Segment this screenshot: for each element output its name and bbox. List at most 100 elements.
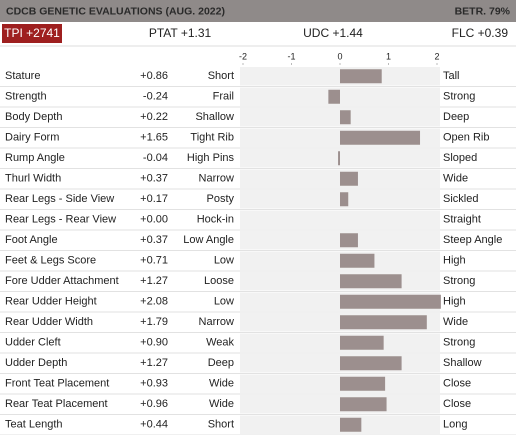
value-label: +0.17 <box>140 193 168 205</box>
value-label: +0.37 <box>140 234 168 246</box>
high-label: Close <box>443 398 471 410</box>
value-label: +1.27 <box>140 357 168 369</box>
high-label: Deep <box>443 111 469 123</box>
trait-name: Front Teat Placement <box>5 378 109 390</box>
index-ptat: PTAT +1.31 <box>149 26 212 40</box>
trait-name: Feet & Legs Score <box>5 255 96 267</box>
trait-name: Rear Udder Width <box>5 316 93 328</box>
x-tick-label: 1 <box>386 51 391 61</box>
low-label: Short <box>208 419 234 431</box>
value-label: +2.08 <box>140 296 168 308</box>
bar <box>340 397 387 412</box>
high-label: High <box>443 255 466 267</box>
trait-name: Rear Legs - Rear View <box>5 214 116 226</box>
high-label: Shallow <box>443 357 482 369</box>
high-label: Long <box>443 419 467 431</box>
bar <box>338 151 340 166</box>
value-label: +0.93 <box>140 378 168 390</box>
value-label: -0.24 <box>143 91 168 103</box>
low-label: Frail <box>213 91 234 103</box>
value-label: +1.65 <box>140 132 168 144</box>
trait-name: Dairy Form <box>5 132 59 144</box>
x-tick-label: -2 <box>239 51 247 61</box>
low-label: High Pins <box>187 152 235 164</box>
low-label: Tight Rib <box>190 132 234 144</box>
value-label: +0.37 <box>140 173 168 185</box>
value-label: +0.90 <box>140 337 168 349</box>
bar <box>340 233 358 248</box>
trait-name: Stature <box>5 70 40 82</box>
value-label: +0.86 <box>140 70 168 82</box>
bar <box>340 171 358 186</box>
trait-name: Teat Length <box>5 419 63 431</box>
header-bar <box>0 0 516 22</box>
bar <box>340 253 375 268</box>
bar <box>340 417 362 432</box>
value-label: +0.22 <box>140 111 168 123</box>
low-label: Hock-in <box>197 214 234 226</box>
trait-name: Foot Angle <box>5 234 58 246</box>
trait-name: Body Depth <box>5 111 62 123</box>
tpi-box <box>2 24 62 43</box>
low-label: Low Angle <box>183 234 234 246</box>
trait-name: Fore Udder Attachment <box>5 275 119 287</box>
high-label: Wide <box>443 316 468 328</box>
high-label: Straight <box>443 214 481 226</box>
high-label: Close <box>443 378 471 390</box>
value-label: +0.96 <box>140 398 168 410</box>
bar <box>340 110 351 125</box>
low-label: Deep <box>208 357 234 369</box>
low-label: Weak <box>206 337 234 349</box>
value-label: -0.04 <box>143 152 168 164</box>
trait-name: Rump Angle <box>5 152 65 164</box>
low-label: Narrow <box>199 316 235 328</box>
value-label: +0.44 <box>140 419 168 431</box>
bar <box>340 356 402 371</box>
trait-name: Strength <box>5 91 47 103</box>
bar <box>340 335 384 350</box>
low-label: Low <box>214 255 234 267</box>
bar <box>340 69 382 84</box>
trait-name: Thurl Width <box>5 173 61 185</box>
low-label: Wide <box>209 378 234 390</box>
index-udc: UDC +1.44 <box>303 26 363 40</box>
header-title: CDCB GENETIC EVALUATIONS (AUG. 2022) <box>6 5 225 17</box>
high-label: Strong <box>443 91 475 103</box>
trait-name: Rear Udder Height <box>5 296 97 308</box>
high-label: Sloped <box>443 152 477 164</box>
trait-name: Rear Legs - Side View <box>5 193 114 205</box>
high-label: Strong <box>443 337 475 349</box>
high-label: Wide <box>443 173 468 185</box>
bar <box>340 315 427 330</box>
bar <box>340 376 386 391</box>
bar <box>328 89 340 104</box>
index-flc: FLC +0.39 <box>452 26 509 40</box>
index-tpi: TPI +2741 <box>4 26 60 40</box>
low-label: Loose <box>204 275 234 287</box>
x-tick-label: 2 <box>434 51 439 61</box>
value-label: +1.27 <box>140 275 168 287</box>
low-label: Wide <box>209 398 234 410</box>
bar <box>340 274 402 289</box>
low-label: Shallow <box>195 111 234 123</box>
trait-name: Rear Teat Placement <box>5 398 108 410</box>
high-label: Tall <box>443 70 460 82</box>
value-label: +1.79 <box>140 316 168 328</box>
low-label: Low <box>214 296 234 308</box>
trait-name: Udder Cleft <box>5 337 61 349</box>
bar <box>340 294 441 309</box>
x-tick-label: 0 <box>337 51 342 61</box>
bar-track <box>240 210 440 229</box>
high-label: Steep Angle <box>443 234 502 246</box>
high-label: Open Rib <box>443 132 489 144</box>
high-label: Strong <box>443 275 475 287</box>
bar <box>340 192 349 207</box>
bar <box>340 130 421 145</box>
high-label: Sickled <box>443 193 478 205</box>
trait-name: Udder Depth <box>5 357 67 369</box>
value-label: +0.00 <box>140 214 168 226</box>
high-label: High <box>443 296 466 308</box>
reliability: BETR. 79% <box>455 5 511 17</box>
